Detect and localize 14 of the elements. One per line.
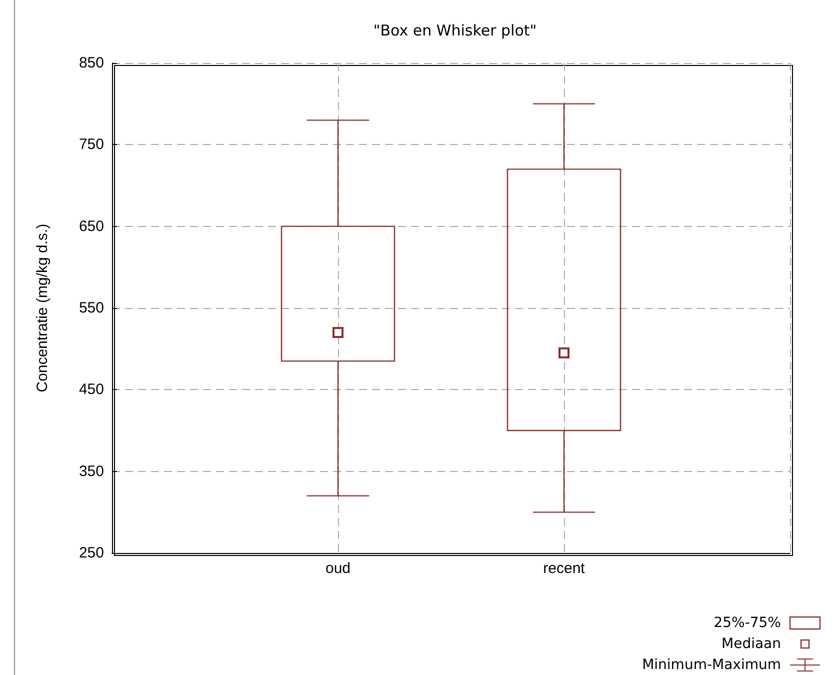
y-tick-label: 250 [78,544,104,562]
x-tick-label: oud [325,560,351,577]
y-axis-title: Concentratie (mg/kg d.s.) [34,224,51,392]
text: Mediaan [722,636,781,652]
y-tick-label: 650 [78,218,104,235]
y-tick-label: 450 [78,381,104,398]
y-tick-label: 550 [78,300,104,316]
text: Minimum-Maximum [642,656,781,672]
x-tick-label: recent [543,560,586,577]
y-tick-label: 850 [78,54,104,72]
y-tick-label: 750 [78,136,104,154]
y-tick-label: 350 [78,462,104,480]
text: 25%-75% [714,614,781,630]
chart-title: "Box en Whisker plot" [373,22,537,40]
